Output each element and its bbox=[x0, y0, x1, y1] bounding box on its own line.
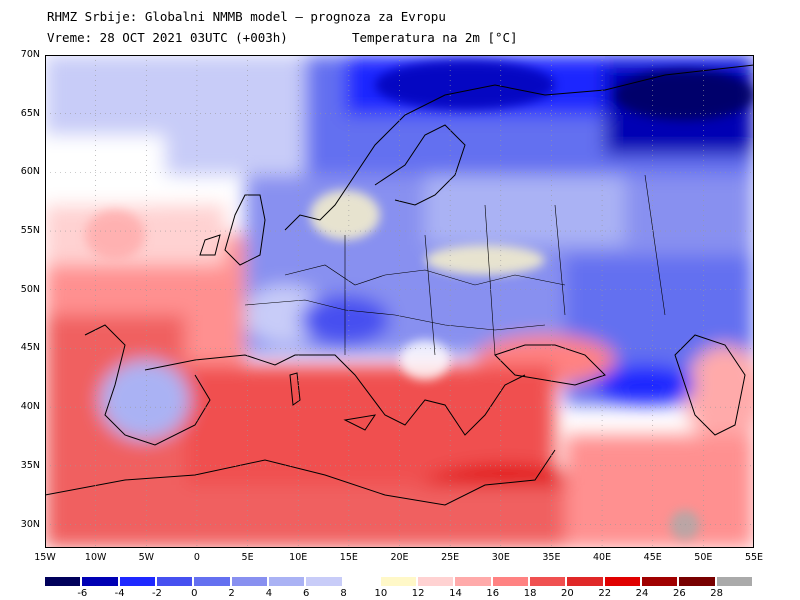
legend-swatch bbox=[268, 577, 305, 586]
legend-swatch bbox=[679, 577, 715, 586]
lon-label: 0 bbox=[193, 552, 200, 563]
legend-label: 8 bbox=[340, 588, 347, 599]
legend-swatch bbox=[380, 577, 417, 586]
lat-label: 70N bbox=[20, 49, 40, 60]
lon-label: 55E bbox=[744, 552, 764, 563]
legend-swatch bbox=[119, 577, 155, 586]
legend-swatch bbox=[455, 577, 491, 586]
legend-label: 22 bbox=[598, 588, 612, 599]
legend-label: 18 bbox=[523, 588, 537, 599]
temperature-field bbox=[45, 55, 754, 548]
legend-swatch bbox=[604, 577, 641, 586]
color-legend bbox=[45, 577, 754, 586]
lon-label: 35E bbox=[542, 552, 561, 563]
legend-label: 20 bbox=[561, 588, 574, 599]
legend-label: 16 bbox=[486, 588, 500, 599]
lat-label: 50N bbox=[20, 283, 40, 295]
legend-label: 26 bbox=[672, 588, 686, 599]
legend-swatch bbox=[231, 577, 267, 586]
legend-swatch bbox=[156, 577, 193, 586]
legend-swatch bbox=[45, 577, 81, 586]
lat-label: 65N bbox=[20, 107, 40, 119]
legend-label: 12 bbox=[411, 588, 425, 599]
legend-swatch bbox=[343, 577, 381, 586]
lon-label: 30E bbox=[491, 552, 510, 563]
lat-label: 35N bbox=[20, 459, 40, 471]
legend-label: 0 bbox=[191, 588, 198, 599]
legend-label: 4 bbox=[265, 588, 273, 599]
lon-label: 20E bbox=[390, 552, 409, 563]
lon-label: 25E bbox=[441, 552, 460, 563]
lon-label: 40E bbox=[593, 552, 612, 563]
legend-swatch bbox=[194, 577, 230, 586]
lat-label: 55N bbox=[20, 225, 40, 237]
legend-swatch bbox=[567, 577, 603, 586]
map-title: RHMZ Srbije: Globalni NMMB model — progn… bbox=[47, 9, 446, 24]
forecast-time: Vreme: 28 OCT 2021 03UTC (+003h) bbox=[47, 30, 288, 45]
country-borders bbox=[244, 174, 666, 356]
legend-label: -4 bbox=[114, 588, 125, 599]
legend-label: 28 bbox=[710, 588, 724, 599]
lat-label: 30N bbox=[20, 518, 40, 530]
lon-label: 15E bbox=[339, 552, 358, 563]
legend-swatch bbox=[306, 577, 342, 586]
lon-label: 5E bbox=[241, 552, 254, 563]
legend-label: 6 bbox=[303, 588, 310, 599]
lon-label: 45E bbox=[643, 552, 662, 563]
legend-label: -6 bbox=[77, 588, 88, 599]
legend-label: 10 bbox=[374, 588, 388, 599]
lat-label: 40N bbox=[20, 401, 40, 413]
lon-label: 10W bbox=[84, 552, 107, 563]
temperature-detail bbox=[85, 60, 754, 540]
temperature-map bbox=[45, 55, 754, 548]
legend-label: 24 bbox=[635, 588, 649, 599]
lon-label: 50E bbox=[694, 552, 713, 563]
lon-label: 5W bbox=[138, 552, 154, 563]
lat-label: 60N bbox=[20, 166, 40, 178]
parameter-label: Temperatura na 2m [°C] bbox=[352, 30, 518, 45]
legend-label: -2 bbox=[151, 588, 162, 599]
legend-swatch bbox=[492, 577, 529, 586]
lon-label: 10E bbox=[289, 552, 308, 563]
coastlines bbox=[45, 64, 754, 506]
legend-label: 14 bbox=[449, 588, 462, 599]
lat-label: 45N bbox=[20, 342, 40, 354]
legend-swatch bbox=[82, 577, 118, 586]
legend-swatch bbox=[530, 577, 566, 586]
legend-swatch bbox=[418, 577, 454, 586]
graticule bbox=[45, 55, 754, 548]
legend-swatch bbox=[716, 577, 752, 586]
legend-label: 2 bbox=[228, 588, 235, 599]
legend-swatch bbox=[642, 577, 678, 586]
lon-label: 15W bbox=[34, 552, 56, 563]
